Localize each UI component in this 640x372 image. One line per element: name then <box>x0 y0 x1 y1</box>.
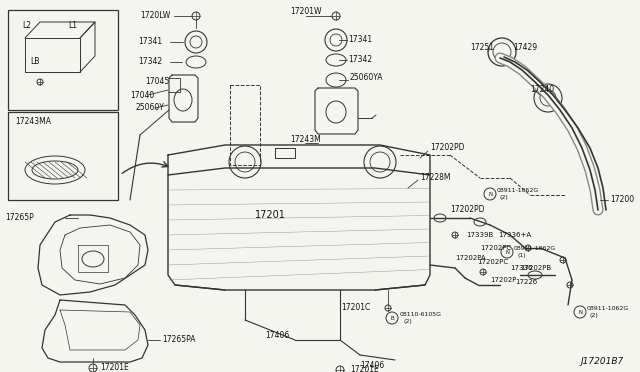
Text: 17202PB: 17202PB <box>520 265 551 271</box>
Text: 17341: 17341 <box>348 35 372 45</box>
Text: B: B <box>390 315 394 321</box>
Text: 17200: 17200 <box>610 196 634 205</box>
Text: 17202PD: 17202PD <box>450 205 484 215</box>
Text: 17406: 17406 <box>265 330 289 340</box>
Bar <box>8 112 118 200</box>
Text: 17202PC: 17202PC <box>477 259 508 265</box>
Text: 17243MA: 17243MA <box>15 118 51 126</box>
Text: 17201C: 17201C <box>340 304 370 312</box>
Text: 17342: 17342 <box>138 58 162 67</box>
Text: J17201B7: J17201B7 <box>580 357 623 366</box>
Text: 17243M: 17243M <box>290 135 321 144</box>
Text: 17202PA: 17202PA <box>455 255 486 261</box>
Text: L1: L1 <box>68 22 77 31</box>
Text: 17045: 17045 <box>145 77 169 87</box>
Text: 17429: 17429 <box>513 44 537 52</box>
Text: 17201E: 17201E <box>350 366 379 372</box>
Text: 17201W: 17201W <box>290 7 321 16</box>
Text: N: N <box>578 310 582 314</box>
Text: 17265P: 17265P <box>5 214 34 222</box>
Text: 17201: 17201 <box>255 210 286 220</box>
Text: 17202P: 17202P <box>490 277 516 283</box>
Text: N: N <box>488 192 492 196</box>
Text: 17341: 17341 <box>138 38 162 46</box>
Text: 17228M: 17228M <box>420 173 451 183</box>
Text: 25060YA: 25060YA <box>350 74 383 83</box>
Text: 17342: 17342 <box>348 55 372 64</box>
Text: 08911-1062G: 08911-1062G <box>514 246 556 250</box>
Text: (2): (2) <box>500 196 509 201</box>
Text: 17265PA: 17265PA <box>162 336 195 344</box>
Text: 17406: 17406 <box>360 360 384 369</box>
Text: 17202PD: 17202PD <box>430 144 465 153</box>
Text: 17336+A: 17336+A <box>498 232 531 238</box>
Text: 17336: 17336 <box>510 265 532 271</box>
Text: 17240: 17240 <box>530 86 554 94</box>
Text: 08911-1062G: 08911-1062G <box>497 189 540 193</box>
Text: 17251: 17251 <box>470 44 494 52</box>
Text: 17202PC: 17202PC <box>480 245 511 251</box>
Text: LB: LB <box>30 58 40 67</box>
Text: 25060Y: 25060Y <box>135 103 164 112</box>
Text: 1720LW: 1720LW <box>140 12 170 20</box>
Text: N: N <box>505 250 509 254</box>
Text: 17201E: 17201E <box>100 363 129 372</box>
Bar <box>8 10 118 110</box>
Text: (2): (2) <box>590 314 599 318</box>
Text: 08911-1062G: 08911-1062G <box>587 305 629 311</box>
Text: 17339B: 17339B <box>466 232 493 238</box>
Text: (1): (1) <box>517 253 525 259</box>
Text: 17226: 17226 <box>515 279 537 285</box>
Text: 08110-6105G: 08110-6105G <box>400 311 442 317</box>
Text: 17040: 17040 <box>130 90 154 99</box>
Text: (2): (2) <box>403 320 412 324</box>
Text: L2: L2 <box>22 22 31 31</box>
